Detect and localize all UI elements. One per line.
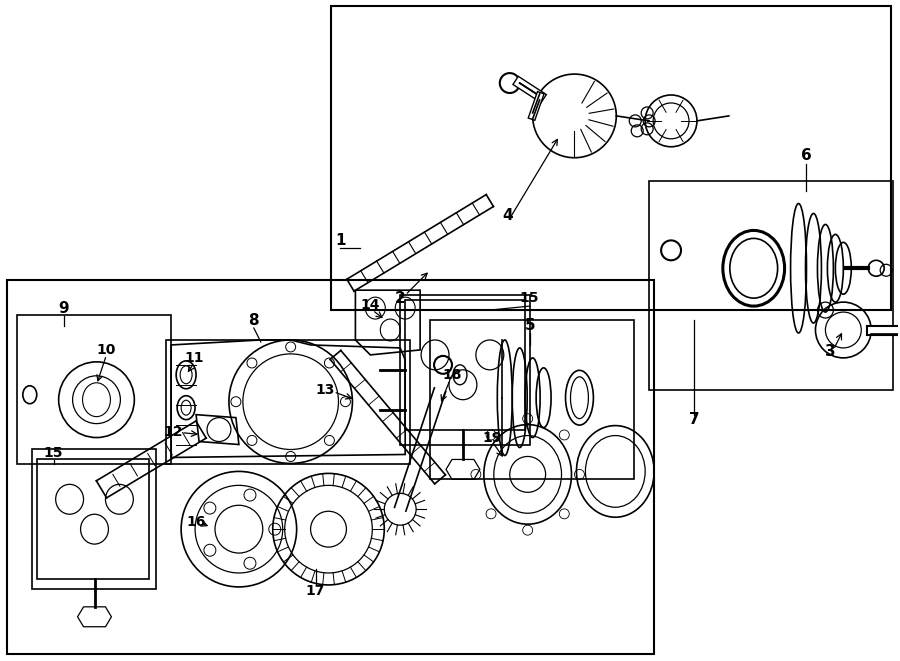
Text: 11: 11 bbox=[184, 351, 203, 365]
Bar bbox=[166, 340, 410, 465]
Text: 6: 6 bbox=[801, 148, 812, 163]
Text: 15: 15 bbox=[520, 291, 539, 305]
Bar bbox=[7, 280, 654, 654]
Text: 19: 19 bbox=[482, 430, 501, 445]
Text: 8: 8 bbox=[248, 313, 259, 328]
Text: 1: 1 bbox=[335, 233, 346, 248]
Bar bbox=[17, 315, 171, 465]
Text: 17: 17 bbox=[306, 584, 325, 598]
Text: 4: 4 bbox=[502, 208, 513, 223]
Text: 14: 14 bbox=[361, 298, 380, 312]
Text: 2: 2 bbox=[395, 291, 406, 305]
Text: 5: 5 bbox=[525, 317, 535, 332]
Bar bbox=[649, 180, 893, 390]
Text: 13: 13 bbox=[316, 383, 335, 397]
Text: 9: 9 bbox=[58, 301, 69, 315]
Text: 12: 12 bbox=[164, 424, 183, 438]
Text: 7: 7 bbox=[688, 412, 699, 427]
Text: 3: 3 bbox=[825, 344, 836, 360]
Text: 15: 15 bbox=[44, 446, 63, 461]
Bar bbox=[32, 449, 157, 589]
Bar bbox=[430, 320, 634, 479]
Text: 18: 18 bbox=[442, 368, 462, 382]
Text: 16: 16 bbox=[186, 515, 206, 529]
Bar bbox=[400, 295, 530, 444]
Text: 10: 10 bbox=[97, 343, 116, 357]
Bar bbox=[330, 7, 891, 310]
